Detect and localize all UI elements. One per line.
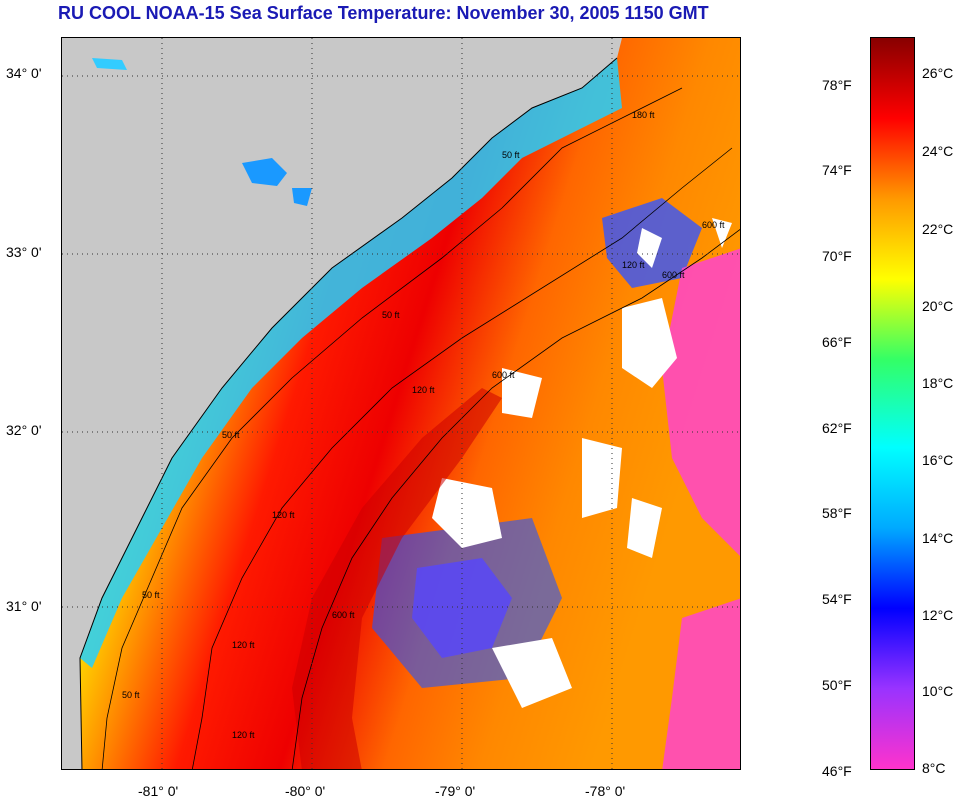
isobath-label: 50 ft xyxy=(122,690,140,700)
inland-lake xyxy=(292,188,312,206)
cold-eddy-east xyxy=(662,248,740,556)
celsius-tick-label: 12°C xyxy=(922,607,954,623)
coastline xyxy=(79,57,618,769)
temperature-colorbar xyxy=(870,37,915,770)
fahrenheit-tick-label: 50°F xyxy=(822,677,852,693)
fahrenheit-tick-label: 70°F xyxy=(822,248,852,264)
lat-label: 34° 0' xyxy=(6,65,42,81)
celsius-tick-label: 16°C xyxy=(922,452,954,468)
cold-patch-southeast xyxy=(662,598,740,769)
fahrenheit-tick-label: 46°F xyxy=(822,763,852,779)
isobath-label: 180 ft xyxy=(632,110,655,120)
isobath-600ft xyxy=(291,229,740,769)
isobath-label: 600 ft xyxy=(492,370,515,380)
isobath-label: 50 ft xyxy=(222,430,240,440)
graticule xyxy=(62,38,740,769)
cloud-patch xyxy=(492,638,572,708)
isobath-120ft xyxy=(191,147,733,769)
cloud-patch xyxy=(622,298,677,388)
celsius-tick-label: 14°C xyxy=(922,530,954,546)
isobath-label: 120 ft xyxy=(232,640,255,650)
cloud-patch xyxy=(432,478,502,548)
map-title: RU COOL NOAA-15 Sea Surface Temperature:… xyxy=(58,3,709,23)
celsius-tick-label: 8°C xyxy=(922,760,946,776)
lat-label: 33° 0' xyxy=(6,244,42,260)
inland-lake xyxy=(242,158,287,186)
fahrenheit-tick-label: 62°F xyxy=(822,420,852,436)
isobath-label: 600 ft xyxy=(332,610,355,620)
isobath-50ft xyxy=(101,87,683,769)
ocean-area xyxy=(80,38,740,769)
lon-label: -78° 0' xyxy=(585,783,626,799)
isobath-label: 50 ft xyxy=(382,310,400,320)
fahrenheit-tick-label: 66°F xyxy=(822,334,852,350)
isobath-label: 50 ft xyxy=(142,590,160,600)
fahrenheit-tick-label: 74°F xyxy=(822,162,852,178)
nearshore-cold-band xyxy=(80,58,622,668)
celsius-tick-label: 20°C xyxy=(922,298,954,314)
cloud-patch xyxy=(712,218,732,248)
celsius-tick-label: 26°C xyxy=(922,65,954,81)
cloud-patch xyxy=(502,368,542,418)
fahrenheit-tick-label: 58°F xyxy=(822,505,852,521)
lon-label: -80° 0' xyxy=(285,783,326,799)
gulf-stream-core xyxy=(292,388,502,769)
celsius-tick-label: 18°C xyxy=(922,375,954,391)
isobath-label: 50 ft xyxy=(502,150,520,160)
sst-map-canvas: 50 ft 50 ft 50 ft 50 ft 50 ft 120 ft 120 ft 120… xyxy=(62,38,740,769)
cloud-patch xyxy=(627,498,662,558)
isobath-label: 600 ft xyxy=(702,220,725,230)
celsius-tick-label: 22°C xyxy=(922,221,954,237)
fahrenheit-tick-label: 54°F xyxy=(822,591,852,607)
lat-label: 32° 0' xyxy=(6,422,42,438)
lon-label: -81° 0' xyxy=(138,783,179,799)
isobath-label: 120 ft xyxy=(412,385,435,395)
celsius-tick-label: 10°C xyxy=(922,683,954,699)
cloud-patch xyxy=(582,438,622,518)
isobath-label: 120 ft xyxy=(232,730,255,740)
lon-label: -79° 0' xyxy=(435,783,476,799)
sst-map[interactable]: 50 ft 50 ft 50 ft 50 ft 50 ft 120 ft 120 ft 120… xyxy=(61,37,741,770)
lat-label: 31° 0' xyxy=(6,598,42,614)
isobath-label: 120 ft xyxy=(272,510,295,520)
fahrenheit-tick-label: 78°F xyxy=(822,77,852,93)
isobath-labels: 50 ft 50 ft 50 ft 50 ft 50 ft 120 ft 120 ft 120… xyxy=(122,110,725,740)
celsius-tick-label: 24°C xyxy=(922,143,954,159)
inland-lake xyxy=(92,58,127,70)
cloud-patch xyxy=(637,228,662,268)
isobath-label: 600 ft xyxy=(662,270,685,280)
isobath-label: 120 ft xyxy=(622,260,645,270)
